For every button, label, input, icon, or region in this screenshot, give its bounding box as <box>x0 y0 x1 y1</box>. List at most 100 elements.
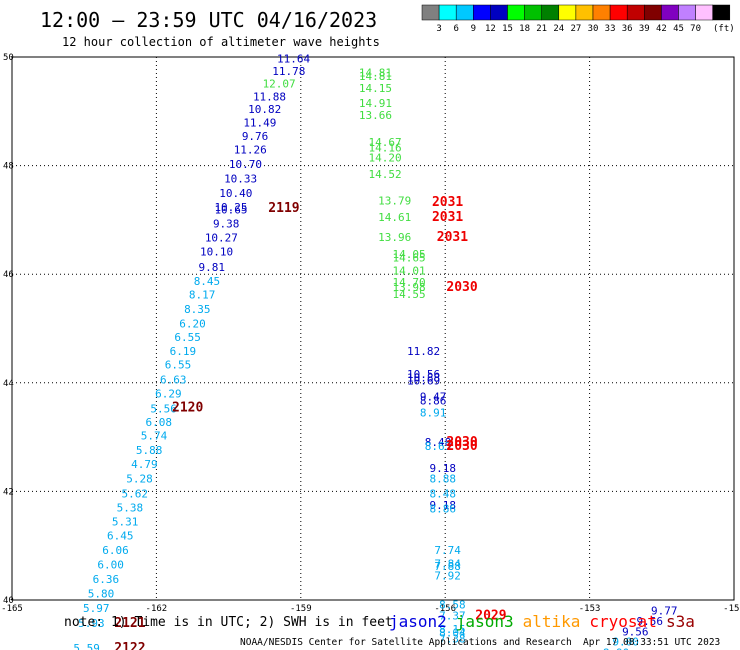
wave-height-label: 7.37 <box>439 610 466 623</box>
wave-height-label: 5.88 <box>136 444 163 457</box>
wave-height-label: 10.56 <box>407 368 440 381</box>
wave-height-label: 6.20 <box>179 317 206 330</box>
wave-height-label: 8.15 <box>439 623 466 636</box>
pass-time-label: 2121 <box>114 616 145 631</box>
colorbar-swatch <box>609 4 628 21</box>
y-tick-label: 42 <box>3 487 14 497</box>
colorbar-swatch <box>421 4 440 21</box>
wave-height-label: 9.56 <box>622 625 649 638</box>
wave-height-label: 5.38 <box>117 501 144 514</box>
colorbar-swatch <box>507 4 525 21</box>
colorbar-tick-label: 18 <box>519 24 530 34</box>
wave-height-label: 7.74 <box>434 544 461 557</box>
x-axis-tick-labels: -165 -162 -159 -156 -153 -150 <box>1 604 740 614</box>
wave-height-label: 5.97 <box>83 602 110 615</box>
footer-timestamp: Apr 17 08:33:51 UTC 2023 <box>583 637 720 648</box>
pass-time-label: 2122 <box>114 641 145 650</box>
colorbar-swatch <box>678 4 696 21</box>
wave-height-label: 8.86 <box>430 503 457 516</box>
chart-subtitle: 12 hour collection of altimeter wave hei… <box>62 35 380 49</box>
wave-height-label: 14.91 <box>359 97 392 110</box>
wave-height-label: 11.82 <box>407 345 440 358</box>
x-tick-label: -150 <box>723 604 740 614</box>
chart-title: 12:00 — 23:59 UTC 04/16/2023 <box>40 8 377 32</box>
colorbar-tick-label: 45 <box>673 24 684 34</box>
wave-height-label: 5.80 <box>88 587 115 600</box>
colorbar-swatch <box>524 4 542 21</box>
legend-entry-altika: altika <box>523 612 581 631</box>
colorbar-tick-label: 30 <box>588 24 599 34</box>
wave-height-labels: 11.6411.7812.0711.8810.8211.499.7611.261… <box>73 52 677 650</box>
x-tick-label: -162 <box>146 604 168 614</box>
wave-height-label: 10.70 <box>229 158 262 171</box>
wave-height-label: 14.05 <box>393 248 426 261</box>
legend-entry-cryosat: cryosat <box>589 612 656 631</box>
pass-time-label: 2119 <box>268 201 299 216</box>
colorbar-swatch <box>473 4 491 21</box>
y-tick-label: 44 <box>3 379 14 389</box>
wave-height-label: 8.45 <box>194 275 221 288</box>
colorbar-tick-label: 33 <box>605 24 616 34</box>
wave-height-label: 7.88 <box>434 560 461 573</box>
wave-height-label: 6.36 <box>93 573 120 586</box>
satellite-legend: jason2 jason3 altika cryosat s3a <box>389 612 695 631</box>
colorbar-tick-label: 24 <box>553 24 564 34</box>
wave-height-label: 9.38 <box>213 218 240 231</box>
wave-height-label: 14.70 <box>393 276 426 289</box>
wave-height-label: 5.59 <box>73 642 100 650</box>
wave-height-label: 8.63 <box>425 440 452 453</box>
wave-height-label: 8.17 <box>189 289 216 302</box>
colorbar-swatch <box>644 4 662 21</box>
colorbar-swatch <box>438 4 457 21</box>
legend-entry-jason2: jason2 <box>389 612 447 631</box>
wave-height-label: 10.25 <box>214 201 247 214</box>
wave-height-label: 10.82 <box>248 103 281 116</box>
wave-height-label: 13.98 <box>393 281 426 294</box>
wave-height-label: 6.19 <box>170 345 197 358</box>
wave-height-label: 9.56 <box>637 615 664 628</box>
colorbar-tick-label: 70 <box>690 24 701 34</box>
wave-height-label: 5.56 <box>150 403 177 416</box>
colorbar-swatch <box>712 4 731 21</box>
legend-entry-jason3: jason3 <box>456 612 514 631</box>
footer-note: note: 1) Time is in UTC; 2) SWH is in fe… <box>64 615 393 630</box>
wave-height-label: 10.88 <box>407 372 440 385</box>
wave-height-label: 6.45 <box>107 530 134 543</box>
x-tick-label: -156 <box>434 604 456 614</box>
colorbar-unit: (ft) <box>713 24 735 34</box>
pass-time-label: 2030 <box>446 280 477 295</box>
wave-height-label: 6.00 <box>97 559 124 572</box>
colorbar-swatch <box>575 4 594 21</box>
colorbar-tick-label: 42 <box>656 24 667 34</box>
wave-height-label: 8.04 <box>439 626 466 639</box>
colorbar-tick-label: 3 <box>436 24 441 34</box>
wave-height-label: 12.07 <box>263 77 296 90</box>
wave-height-label: 6.06 <box>102 544 129 557</box>
wave-height-label: 8.86 <box>420 395 447 408</box>
footer-credit: NOAA/NESDIS Center for Satellite Applica… <box>240 637 572 648</box>
wave-height-label: 9.18 <box>430 462 457 475</box>
wave-height-label: 5.93 <box>78 617 105 630</box>
pass-time-label: 2120 <box>172 401 203 416</box>
colorbar-tick-label: 36 <box>622 24 633 34</box>
wave-height-label: 10.69 <box>407 374 440 387</box>
wave-height-label: 8.48 <box>425 436 452 449</box>
wave-height-label: 14.61 <box>378 211 411 224</box>
y-tick-label: 48 <box>3 162 14 172</box>
colorbar-swatch <box>490 4 508 21</box>
wave-height-label: 11.49 <box>243 117 276 130</box>
wave-height-label: 7.92 <box>434 569 461 582</box>
wave-height-label: 13.79 <box>378 195 411 208</box>
colorbar-swatch <box>626 4 645 21</box>
wave-height-label: 9.47 <box>420 391 447 404</box>
colorbar-tick-label: 39 <box>639 24 650 34</box>
wave-height-label: 5.28 <box>126 473 153 486</box>
wave-height-label: 10.40 <box>219 187 252 200</box>
wave-height-label: 4.79 <box>131 458 158 471</box>
wave-height-label: 8.35 <box>184 303 211 316</box>
y-tick-label: 40 <box>3 596 14 606</box>
wave-height-label: 8.90 <box>603 646 630 650</box>
wave-height-label: 9.18 <box>430 499 457 512</box>
x-tick-label: -159 <box>290 604 312 614</box>
